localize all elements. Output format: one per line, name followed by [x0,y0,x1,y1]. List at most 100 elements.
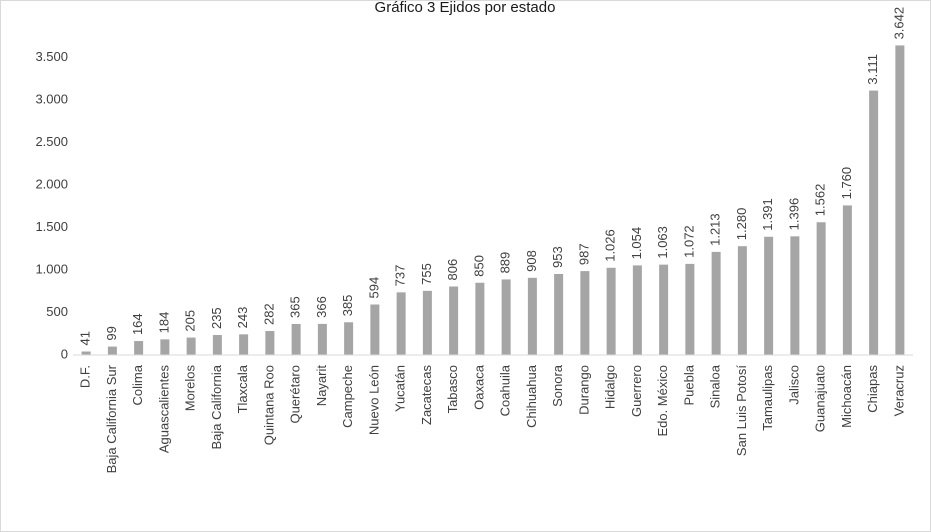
x-tick-label: Tlaxcala [235,364,250,413]
value-label: 1.063 [655,226,670,259]
value-label: 953 [550,246,565,268]
x-tick-label: D.F. [78,365,93,388]
bar [737,246,747,355]
x-tick-label: Puebla [681,364,696,405]
x-tick-label: Morelos [183,365,198,412]
value-label: 806 [445,259,460,281]
bar [606,267,616,355]
bar [685,263,695,355]
y-tick-label: 500 [46,304,68,319]
bar [396,292,406,355]
y-tick-label: 0 [61,346,68,361]
value-label: 889 [498,252,513,274]
x-tick-label: Baja California Sur [104,364,119,473]
bar [790,236,800,355]
value-label: 1.562 [813,184,828,217]
y-tick-label: 2.500 [35,134,68,149]
x-tick-label: Nuevo León [366,365,381,435]
x-tick-label: Michoacán [839,365,854,428]
value-label: 205 [183,310,198,332]
x-tick-label: Tamaulipas [760,365,775,431]
bar [580,271,590,355]
x-tick-label: Aguascalientes [156,365,171,454]
bar [370,304,380,355]
y-tick-label: 3.500 [35,49,68,64]
y-tick-label: 1.500 [35,219,68,234]
value-label: 365 [288,296,303,318]
value-label: 184 [156,312,171,334]
x-tick-label: Veracruz [891,365,906,416]
bar [475,282,485,355]
bar [527,277,537,355]
y-tick-label: 2.000 [35,176,68,191]
bar [212,335,222,355]
value-label: 1.396 [786,198,801,231]
x-tick-label: Coahuila [498,364,513,416]
bar [344,322,354,355]
value-label: 235 [209,307,224,329]
value-label: 243 [235,307,250,329]
x-tick-label: Jalisco [786,365,801,405]
bar [160,339,170,355]
bar [764,236,774,355]
x-tick-label: Sonora [550,364,565,407]
bar [554,273,564,355]
value-label: 755 [419,263,434,285]
value-label: 1.213 [708,213,723,246]
bar [134,341,144,355]
x-tick-label: Querétaro [288,365,303,424]
y-tick-label: 1.000 [35,261,68,276]
bar [81,351,91,355]
value-label: 1.054 [629,227,644,260]
bar [895,45,905,356]
value-label: 737 [393,265,408,287]
bar [239,334,249,355]
value-label: 99 [104,326,119,340]
value-label: 366 [314,296,329,318]
x-tick-label: Chihuahua [524,364,539,428]
value-label: 1.026 [603,229,618,262]
x-tick-label: Campeche [340,365,355,428]
bar [711,251,721,355]
bar [816,222,826,355]
x-tick-label: Guerrero [629,365,644,417]
value-label: 1.072 [681,225,696,258]
value-label: 41 [78,331,93,345]
value-label: 164 [130,313,145,335]
value-label: 282 [261,303,276,325]
x-tick-label: Yucatán [393,365,408,412]
bar [186,337,196,355]
value-label: 908 [524,250,539,272]
bar [291,323,301,355]
bar [632,265,642,355]
x-tick-label: Baja California [209,364,224,449]
y-tick-label: 3.000 [35,91,68,106]
bar [501,279,511,355]
value-label: 3.111 [865,54,880,85]
x-tick-label: Edo. México [655,365,670,437]
x-tick-label: Durango [576,365,591,415]
x-tick-label: Zacatecas [419,365,434,425]
x-tick-label: Quintana Roo [261,365,276,445]
x-tick-label: Chiapas [865,365,880,413]
bar [869,90,879,355]
value-label: 1.391 [760,198,775,231]
bar [842,205,852,355]
chart-title: Gráfico 3 Ejidos por estado [375,0,556,16]
x-tick-label: Guanajuato [813,365,828,432]
x-tick-label: Oaxaca [471,364,486,410]
x-tick-label: San Luis Potosí [734,365,749,456]
bar [107,346,117,355]
bar [422,290,432,355]
x-tick-label: Tabasco [445,365,460,413]
value-label: 385 [340,295,355,317]
bar [659,264,669,355]
x-tick-label: Sinaloa [708,364,723,408]
x-tick-label: Colima [130,364,145,405]
bar [265,331,275,355]
x-tick-label: Hidalgo [603,365,618,409]
value-label: 594 [366,277,381,299]
value-label: 1.760 [839,167,854,200]
value-label: 850 [471,255,486,277]
